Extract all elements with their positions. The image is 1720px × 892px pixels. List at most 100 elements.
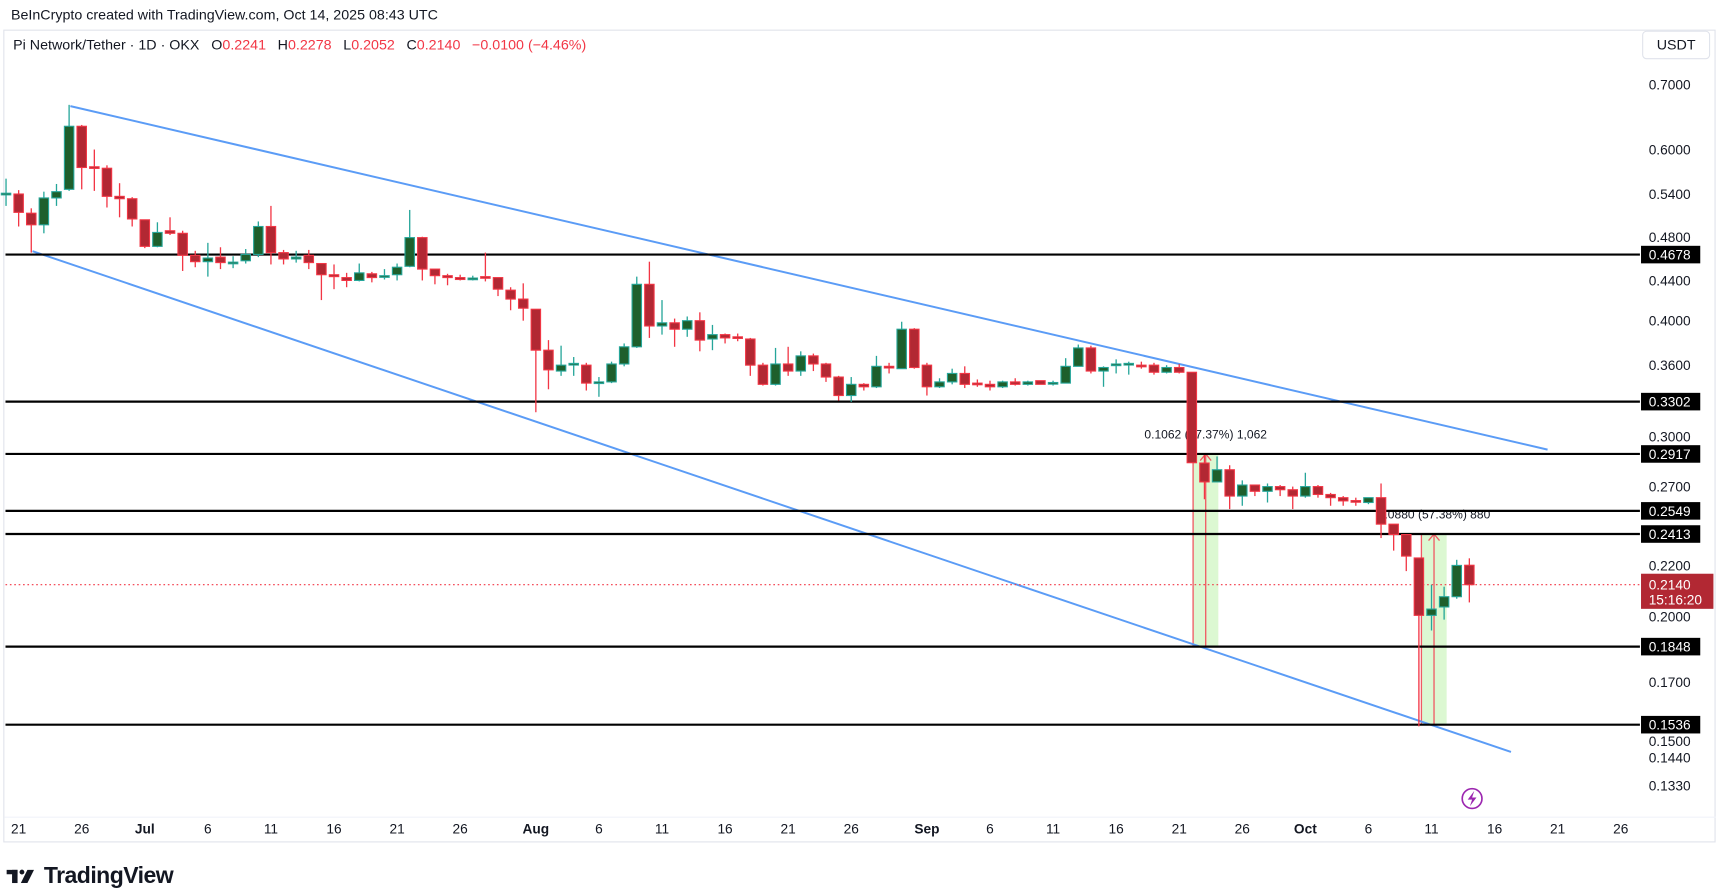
- candle-down: [883, 365, 895, 369]
- candle-up: [555, 364, 567, 372]
- price-axis-label: 0.3000: [1649, 430, 1691, 445]
- candle-up: [63, 125, 75, 190]
- tradingview-logo[interactable]: TradingView: [6, 863, 174, 889]
- candle-down: [429, 268, 441, 277]
- price-axis-label: 0.2200: [1649, 558, 1691, 573]
- candle-up: [795, 355, 807, 372]
- candle-down: [1224, 469, 1235, 497]
- time-axis-label: 11: [264, 822, 278, 837]
- time-axis-month-label: Jul: [135, 822, 155, 837]
- candle-up: [1110, 363, 1122, 367]
- candle-up: [946, 372, 958, 383]
- candle-up: [1022, 381, 1034, 385]
- candle-down: [13, 193, 24, 213]
- level-price-tag: [1641, 715, 1701, 734]
- level-price-tag: [1641, 445, 1701, 463]
- price-axis-label: 0.4400: [1649, 273, 1691, 288]
- candle-down: [1388, 523, 1399, 536]
- price-axis-label: 0.3600: [1649, 358, 1691, 373]
- candle-down: [328, 274, 340, 278]
- candle-down: [1148, 364, 1160, 373]
- candle-up: [0, 192, 12, 196]
- candle-down: [909, 328, 920, 369]
- close-value: 0.2140: [416, 36, 461, 53]
- level-price-tag: [1641, 525, 1701, 543]
- candle-down: [719, 334, 731, 339]
- last-price-value: 0.2140: [1649, 578, 1691, 593]
- candle-down: [316, 262, 327, 276]
- candle-down: [694, 320, 706, 341]
- candle-up: [896, 328, 907, 370]
- price-axis-label: 0.4800: [1649, 230, 1691, 245]
- candle-up: [290, 256, 302, 260]
- time-axis-label: 26: [1235, 822, 1251, 837]
- candle-down: [833, 376, 844, 397]
- level-price-tag: [1641, 245, 1701, 264]
- symbol-legend: Pi Network/Tether · 1D · OKX O0.2241 H0.…: [13, 36, 594, 52]
- level-price-tag-label: 0.2917: [1649, 447, 1691, 462]
- candle-up: [240, 253, 251, 262]
- candle-down: [972, 382, 983, 386]
- time-axis-month-label: Oct: [1294, 822, 1317, 837]
- price-axis-label: 0.1500: [1649, 734, 1691, 749]
- measure-label: 0.0880 (57.38%) 880: [1378, 508, 1491, 522]
- candle-down: [782, 363, 794, 372]
- time-axis-label: 21: [1172, 822, 1187, 837]
- time-axis-label: 26: [844, 822, 860, 837]
- candle-up: [656, 322, 668, 327]
- candle-down: [1249, 484, 1261, 492]
- candle-up: [1060, 365, 1071, 384]
- candle-down: [1186, 371, 1198, 464]
- candle-down: [1136, 364, 1147, 368]
- bar-countdown: 15:16:20: [1649, 592, 1703, 607]
- candle-up: [1161, 366, 1172, 373]
- level-price-tag: [1641, 392, 1701, 411]
- candle-down: [303, 254, 315, 264]
- time-axis-label: 16: [1487, 822, 1503, 837]
- low-value: 0.2052: [351, 36, 395, 53]
- time-axis-label: 21: [1550, 822, 1565, 837]
- price-axis-label: 0.1440: [1649, 750, 1691, 765]
- candle-down: [492, 277, 504, 290]
- price-axis-label: 0.2700: [1649, 480, 1691, 495]
- candle-down: [669, 322, 680, 330]
- open-value: 0.2241: [222, 36, 267, 53]
- high-key: H: [277, 36, 288, 53]
- candle-down: [517, 298, 529, 309]
- candle-down: [278, 252, 289, 260]
- tradingview-logo-icon: [6, 869, 35, 884]
- candle-down: [1312, 486, 1324, 496]
- candle-up: [202, 257, 214, 263]
- time-axis-label: 21: [781, 822, 796, 837]
- candle-up: [38, 197, 50, 226]
- close-key: C: [406, 36, 417, 53]
- level-price-tag-label: 0.1848: [1649, 640, 1691, 655]
- symbol-name[interactable]: Pi Network/Tether · 1D · OKX: [13, 36, 200, 53]
- candle-up: [1300, 486, 1311, 497]
- price-axis-label: 0.5400: [1649, 187, 1691, 202]
- level-price-tag: [1641, 637, 1701, 656]
- candle-down: [89, 166, 100, 169]
- candle-down: [1401, 533, 1412, 557]
- candle-down: [177, 232, 188, 256]
- candle-down: [1199, 462, 1210, 483]
- candle-down: [757, 364, 769, 385]
- lightning-icon[interactable]: [1461, 787, 1483, 810]
- candle-down: [126, 198, 138, 220]
- candle-up: [631, 283, 643, 348]
- candle-up: [379, 275, 390, 278]
- time-axis-label: 16: [326, 822, 342, 837]
- time-axis-month-label: Sep: [914, 822, 939, 837]
- price-axis-label: 0.7000: [1649, 77, 1691, 92]
- candle-down: [442, 275, 453, 279]
- currency-button[interactable]: USDT: [1642, 30, 1711, 60]
- candle-down: [215, 256, 226, 264]
- low-key: L: [343, 36, 352, 53]
- last-price-tag: [1641, 573, 1714, 609]
- high-value: 0.2278: [287, 36, 332, 53]
- candle-up: [253, 225, 264, 255]
- candle-down: [1173, 366, 1185, 373]
- candle-up: [707, 334, 718, 340]
